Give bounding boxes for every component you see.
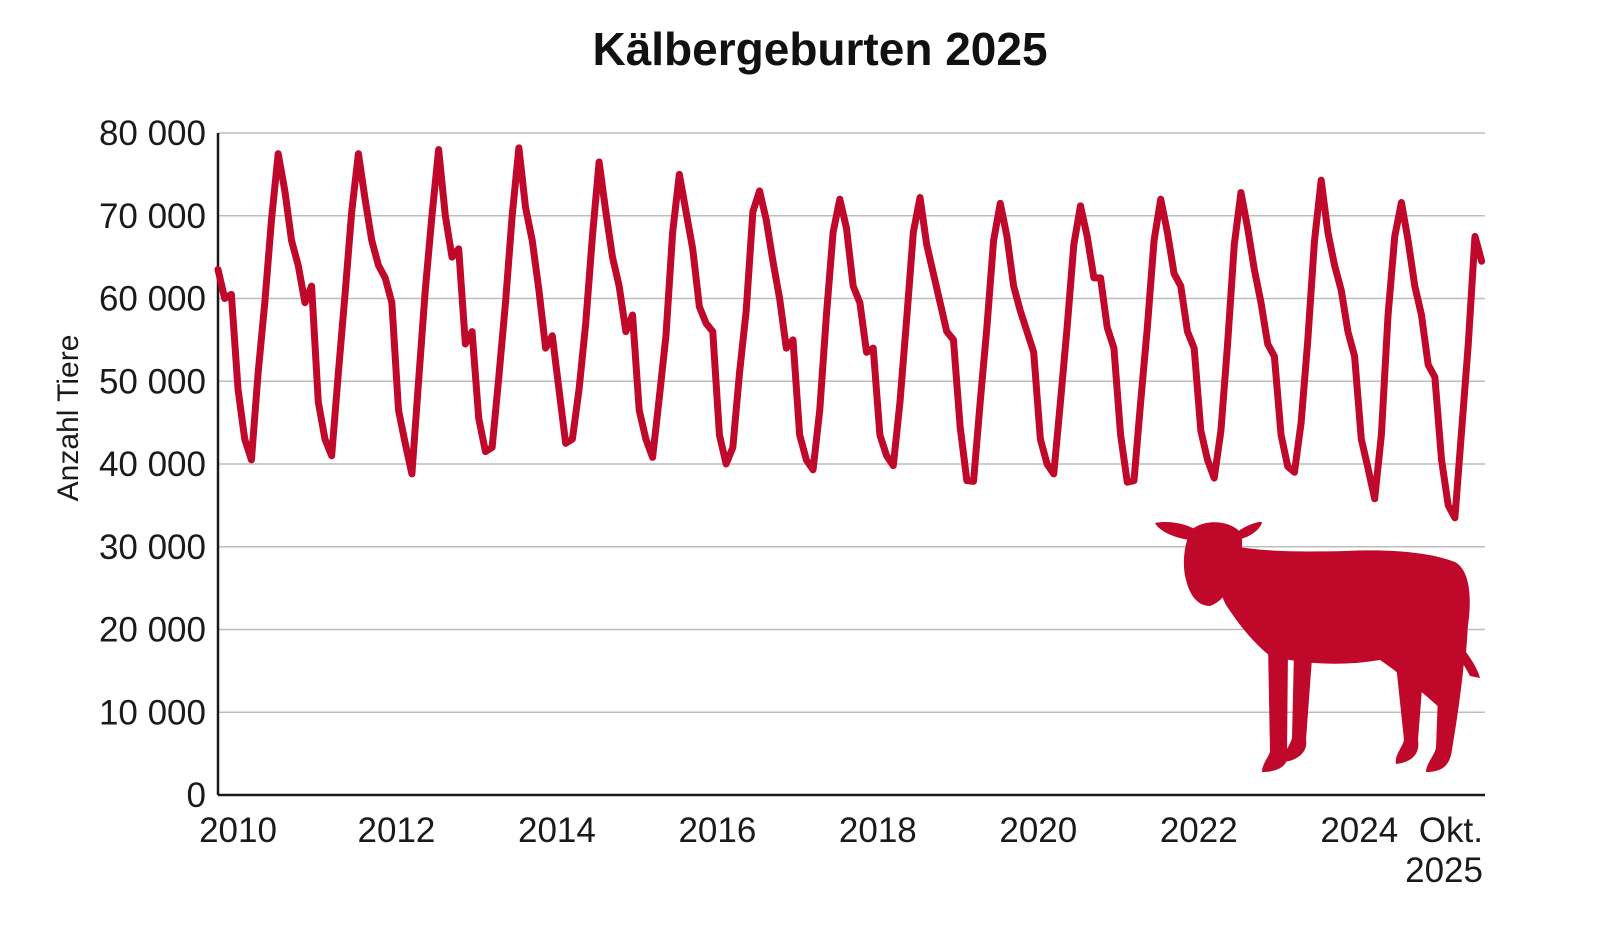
x-tick-labels: 2010 2012 2014 2016 2018 2020 2022 2024 Okt. 2025 <box>199 811 1483 890</box>
y-tick-label: 60 000 <box>99 280 206 319</box>
y-tick-label: 50 000 <box>99 362 206 401</box>
y-tick-label: 30 000 <box>99 528 206 567</box>
x-tick-label: 2016 <box>678 811 756 850</box>
x-tick-label: 2012 <box>358 811 436 850</box>
series-line <box>214 144 1486 522</box>
y-tick-label: 80 000 <box>99 114 206 153</box>
y-tick-labels: 0 10 000 20 000 30 000 40 000 50 000 60 000 70 … <box>99 114 206 815</box>
chart-title: Kälbergeburten 2025 <box>592 23 1047 75</box>
x-tick-label: 2018 <box>839 811 917 850</box>
x-tick-label: 2010 <box>199 811 277 850</box>
series-layer <box>214 144 1486 522</box>
y-tick-label: 70 000 <box>99 197 206 236</box>
x-tick-label: 2020 <box>999 811 1077 850</box>
calf-icon <box>1155 522 1480 772</box>
x-tick-label: 2024 <box>1320 811 1398 850</box>
y-tick-label: 10 000 <box>99 693 206 732</box>
x-tick-label: Okt. 2025 <box>1405 811 1483 890</box>
y-tick-label: 20 000 <box>99 611 206 650</box>
y-axis-label: Anzahl Tiere <box>52 335 85 502</box>
x-tick-label: 2022 <box>1160 811 1238 850</box>
y-tick-label: 40 000 <box>99 445 206 484</box>
y-tick-label: 0 <box>187 776 206 815</box>
x-tick-label: 2014 <box>518 811 596 850</box>
